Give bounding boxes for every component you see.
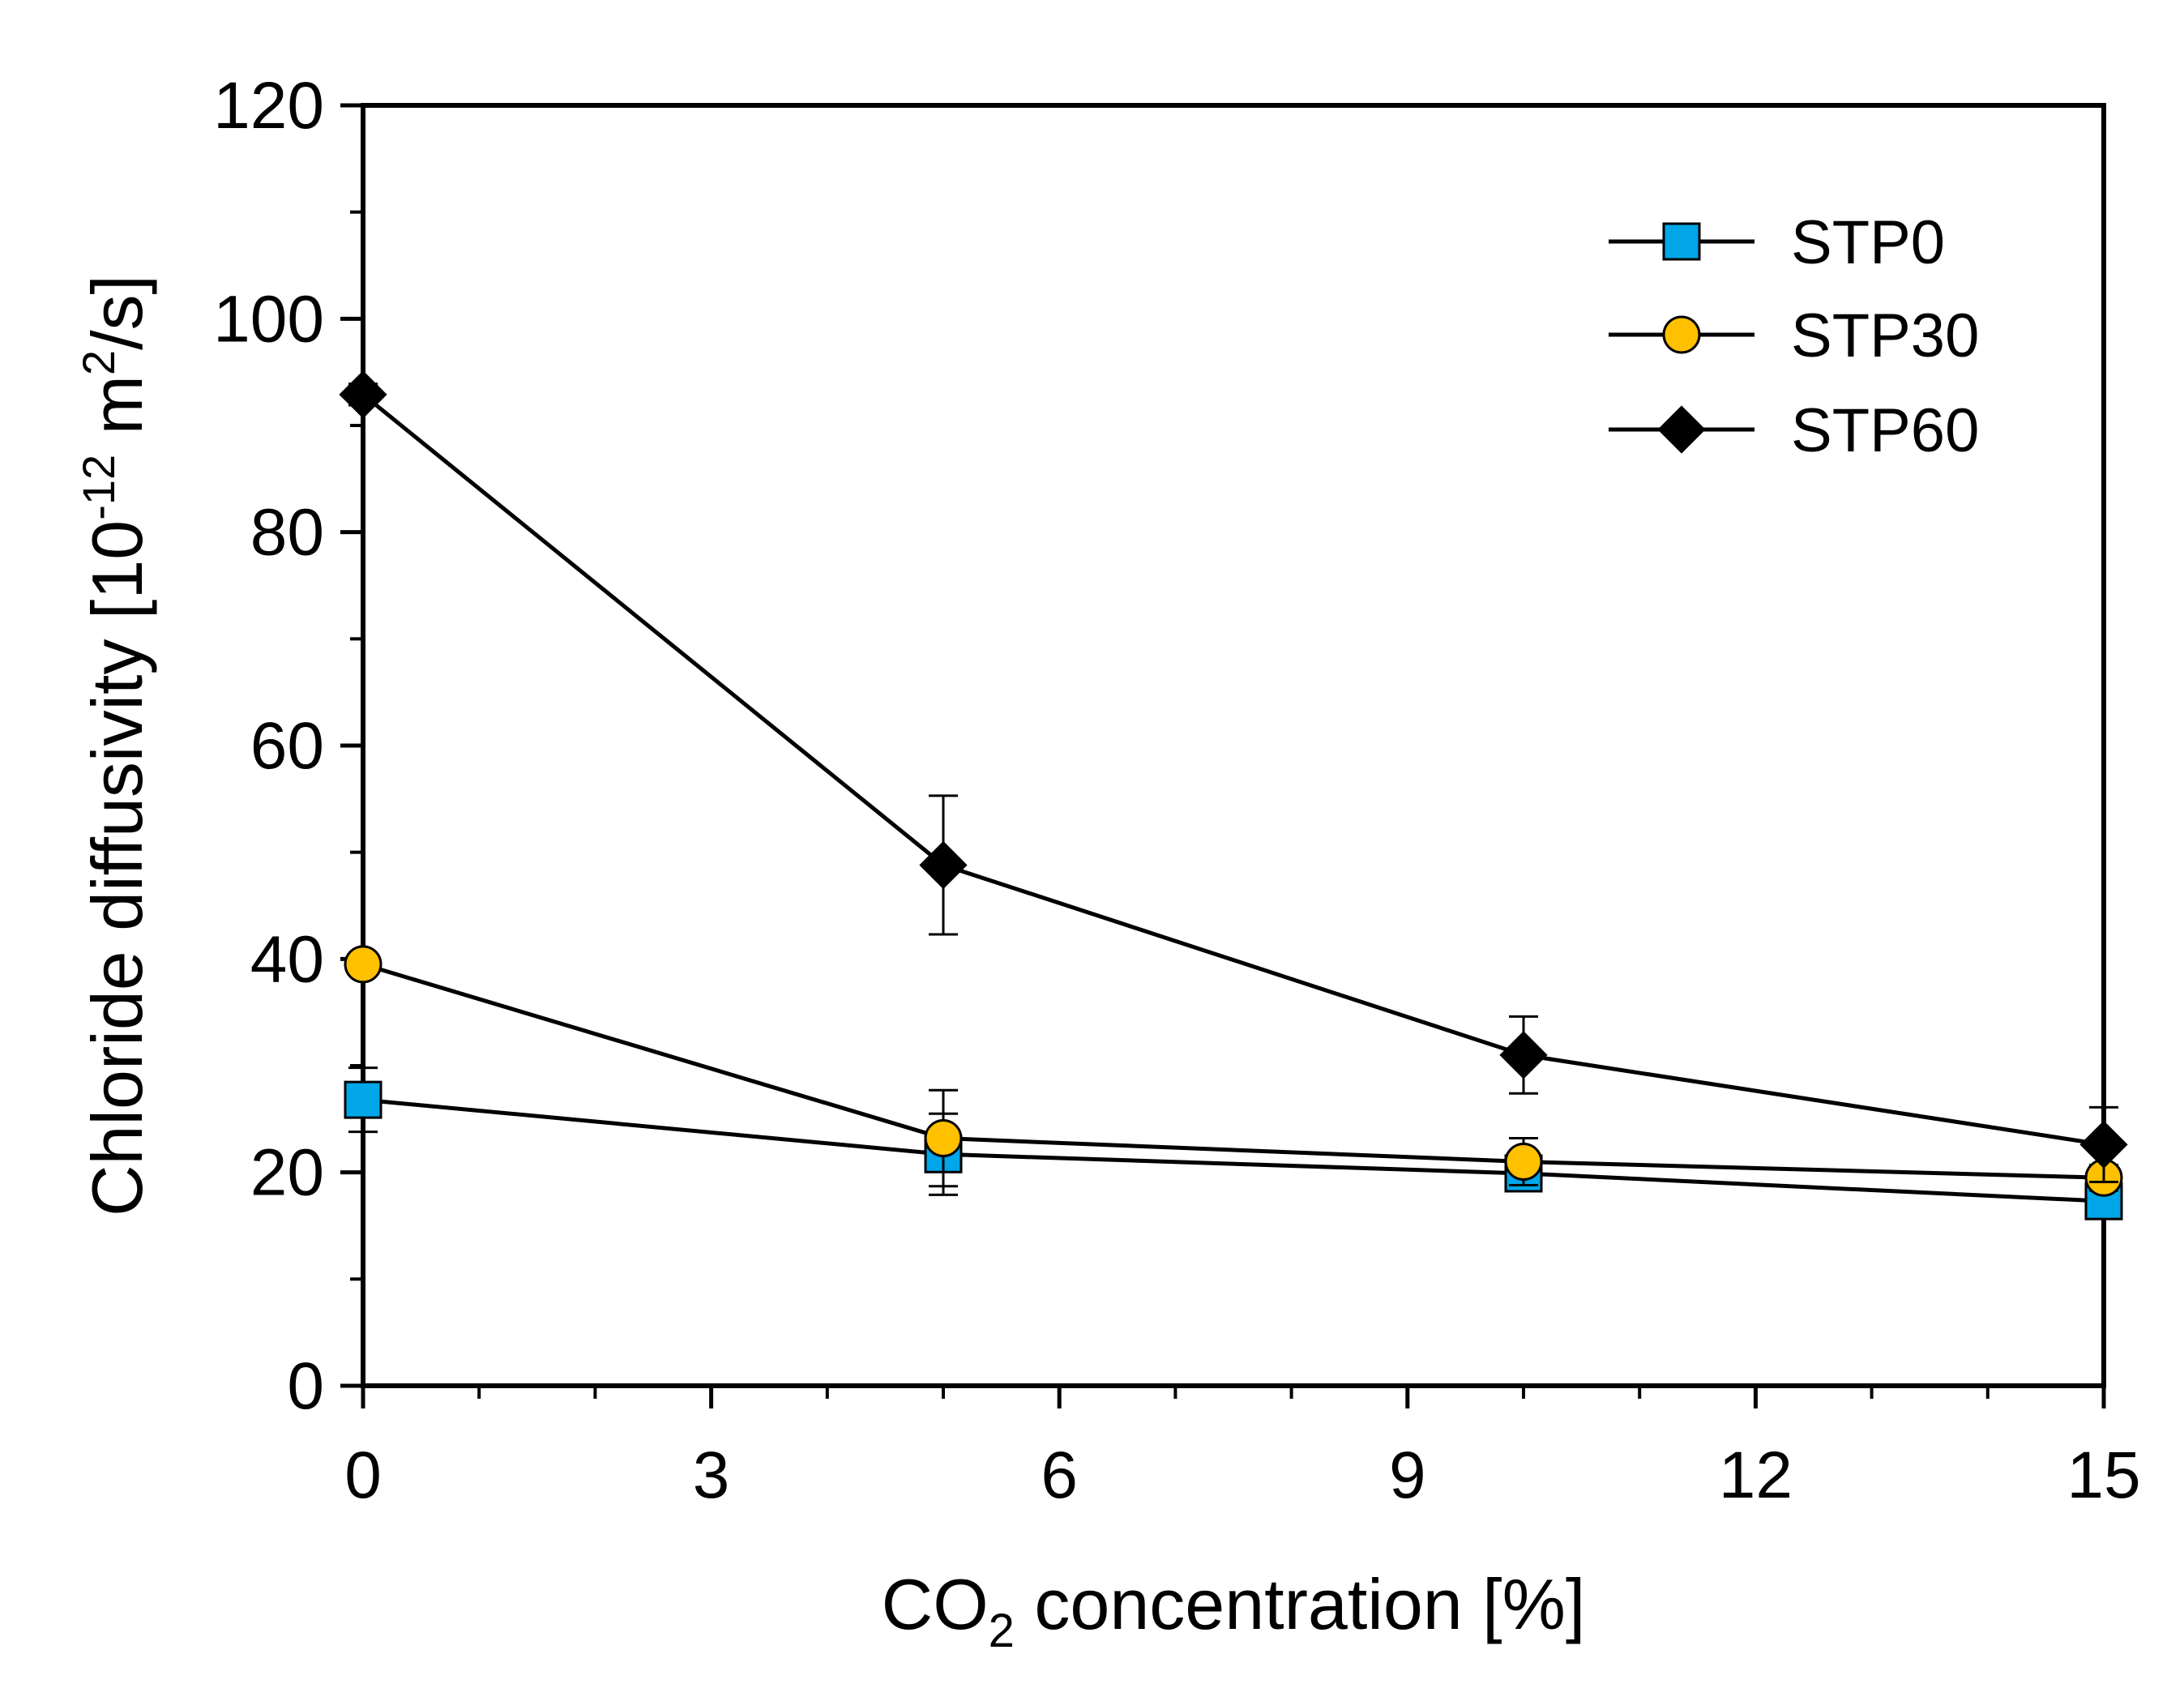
series-line [362, 1097, 2105, 1203]
y-axis-title-prefix: Chloride diffusivity [10 [77, 520, 157, 1216]
y-tick-label: 0 [287, 1349, 324, 1423]
ticks: 0 20 40 60 80 100 120 0 3 6 9 12 15 [213, 69, 2140, 1512]
legend-marker [1662, 315, 1701, 354]
y-axis-title-exponent-1: -12 [73, 455, 124, 520]
y-tick-label: 120 [213, 69, 324, 143]
y-tick-label: 20 [250, 1136, 324, 1210]
x-tick-label: 12 [1719, 1438, 1793, 1512]
series-line [361, 392, 2105, 1147]
x-axis-title-prefix: CO [882, 1564, 989, 1644]
y-tick-label: 100 [213, 282, 324, 356]
legend: STP0 STP30 STP60 [1609, 208, 1979, 465]
legend-marker [1657, 405, 1706, 454]
y-axis-title: Chloride diffusivity [10-12 m2/s] [73, 275, 157, 1216]
x-tick-label: 15 [2066, 1438, 2140, 1512]
plot-area [361, 103, 2106, 1388]
legend-label: STP60 [1791, 396, 1979, 465]
legend-marker [1662, 222, 1701, 261]
data-point [344, 945, 383, 984]
x-axis-title-subscript: 2 [989, 1605, 1015, 1657]
y-axis-title-exponent-2: 2 [73, 350, 124, 375]
series-stp60 [339, 370, 2128, 1184]
legend-label: STP30 [1791, 301, 1979, 370]
y-tick-label: 80 [250, 496, 324, 570]
series-line [362, 962, 2105, 1180]
legend-label: STP0 [1791, 208, 1945, 277]
series [339, 370, 2128, 1220]
y-tick-label: 40 [250, 922, 324, 996]
y-axis-title-middle: m [77, 375, 157, 455]
data-point [339, 370, 387, 419]
x-tick-label: 0 [344, 1438, 382, 1512]
data-point [919, 840, 968, 890]
data-point [1499, 1031, 1548, 1079]
legend-item: STP60 [1609, 396, 1979, 465]
series-stp30 [344, 945, 2123, 1197]
x-axis-title: CO2 concentration [%] [882, 1564, 1586, 1657]
legend-item: STP0 [1609, 208, 1945, 277]
data-point [924, 1119, 963, 1158]
y-tick-label: 60 [250, 709, 324, 783]
y-axis-title-suffix: /s] [77, 275, 157, 350]
x-tick-label: 6 [1041, 1438, 1078, 1512]
x-axis-title-suffix: concentration [%] [1015, 1564, 1585, 1644]
data-point [2079, 1120, 2128, 1169]
legend-item: STP30 [1609, 301, 1979, 370]
data-point [344, 1080, 383, 1119]
x-tick-label: 3 [693, 1438, 730, 1512]
x-tick-label: 9 [1389, 1438, 1426, 1512]
data-point [1504, 1143, 1543, 1181]
